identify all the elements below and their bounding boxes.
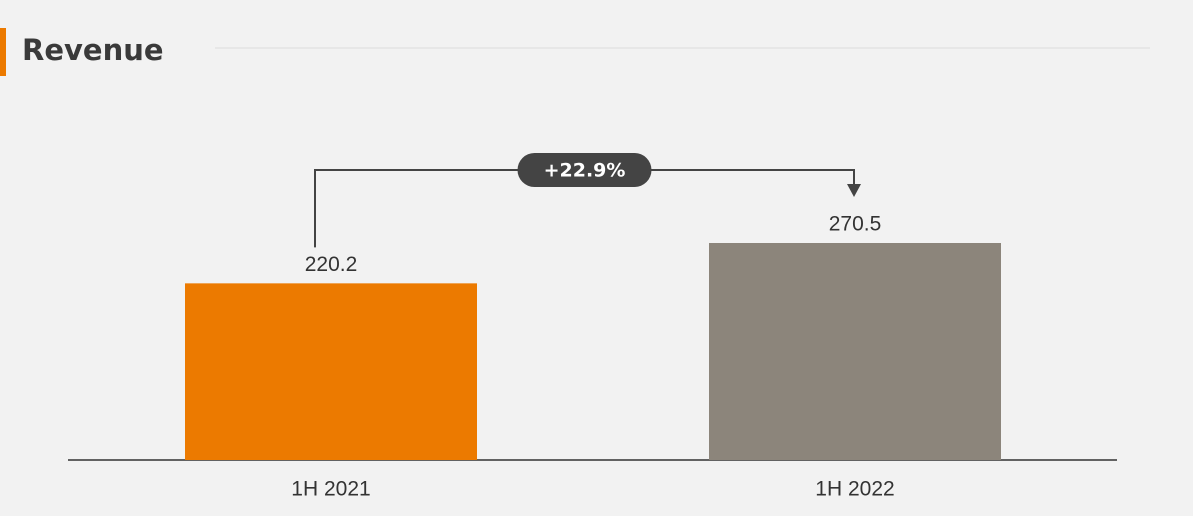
- arrow-head: [847, 184, 861, 197]
- value-label: 220.2: [305, 253, 358, 276]
- annotation: +22.9%: [544, 160, 626, 182]
- bar: [709, 243, 1001, 460]
- chart-title: Revenue: [22, 33, 164, 67]
- bar: [185, 283, 477, 460]
- annotation-pill: [517, 153, 652, 187]
- value-label: 270.5: [829, 213, 882, 236]
- x-tick-label: 1H 2022: [815, 478, 894, 501]
- title-accent: [0, 28, 6, 76]
- x-tick-label: 1H 2021: [291, 478, 370, 501]
